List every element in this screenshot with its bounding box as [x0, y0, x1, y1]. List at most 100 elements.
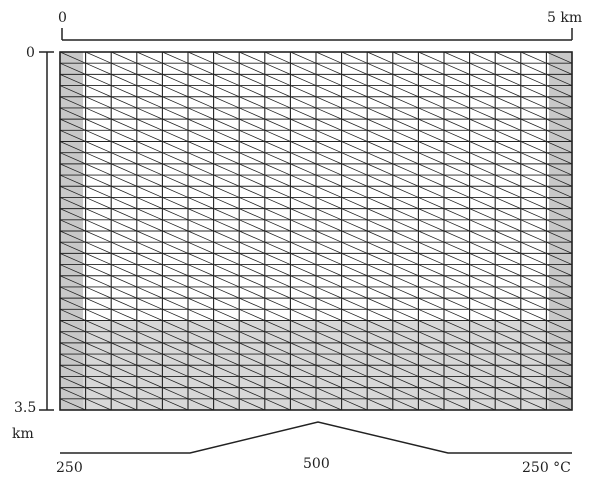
mesh-diagonal — [443, 286, 470, 299]
mesh-diagonal — [213, 342, 240, 355]
mesh-diagonal — [315, 62, 342, 75]
mesh-diagonal — [136, 51, 163, 64]
mesh-diagonal — [290, 342, 317, 355]
mesh-diagonal — [290, 62, 317, 75]
mesh-diagonal — [187, 74, 214, 86]
mesh-diagonal — [520, 118, 547, 131]
depth-axis-unit-label: km — [12, 426, 34, 442]
mesh-diagonal — [264, 51, 291, 64]
mesh-diagonal — [495, 62, 521, 75]
temperature-left-label: 250 — [56, 460, 83, 476]
mesh-diagonal — [213, 118, 240, 131]
mesh-diagonal — [392, 219, 419, 232]
mesh-diagonal — [367, 107, 393, 120]
mesh-diagonal — [443, 152, 470, 165]
mesh-diagonal — [136, 376, 163, 388]
mesh-diagonal — [111, 185, 137, 198]
mesh-diagonal — [495, 230, 521, 243]
mesh-diagonal — [59, 152, 86, 165]
mesh-diagonal — [162, 185, 189, 198]
mesh-diagonal — [520, 387, 547, 400]
mesh-diagonal — [59, 96, 86, 109]
horizontal-scale-bar: 0 5 km — [58, 10, 582, 41]
mesh-diagonal — [341, 197, 368, 209]
mesh-diagonal — [59, 51, 86, 64]
mesh-diagonal — [213, 264, 240, 277]
mesh-diagonal — [546, 152, 573, 165]
mesh-diagonal — [367, 185, 393, 198]
mesh-diagonal — [264, 297, 291, 310]
mesh-diagonal — [239, 253, 265, 265]
mesh-diagonal — [111, 308, 137, 321]
mesh-diagonal — [520, 219, 547, 232]
mesh-diagonal — [418, 51, 445, 64]
mesh-diagonal — [59, 230, 86, 243]
mesh-diagonal — [136, 275, 163, 288]
mesh-diagonal — [495, 241, 521, 254]
mesh-diagonal — [546, 297, 573, 310]
mesh-diagonal — [443, 197, 470, 209]
mesh-diagonal — [367, 286, 393, 299]
mesh-diagonal — [59, 297, 86, 310]
mesh-diagonal — [111, 241, 137, 254]
mesh-diagonal — [443, 241, 470, 254]
mesh-diagonal — [264, 364, 291, 377]
mesh-diagonal — [136, 264, 163, 277]
mesh-diagonal — [520, 297, 547, 310]
mesh-diagonal — [239, 96, 265, 109]
mesh-diagonal — [213, 253, 240, 265]
mesh-diagonal — [162, 286, 189, 299]
mesh-diagonal — [290, 230, 317, 243]
mesh-diagonal — [136, 62, 163, 75]
mesh-diagonal — [341, 286, 368, 299]
mesh-diagonal — [111, 85, 137, 98]
mesh-diagonal — [341, 275, 368, 288]
mesh-diagonal — [520, 129, 547, 142]
mesh-diagonal — [213, 364, 240, 377]
mesh-diagonal — [367, 264, 393, 277]
mesh-diagonal — [418, 107, 445, 120]
mesh-diagonal — [418, 297, 445, 310]
mesh-diagonal — [392, 197, 419, 209]
mesh-diagonal — [392, 264, 419, 277]
mesh-diagonal — [367, 174, 393, 187]
mesh-diagonal — [264, 174, 291, 187]
mesh-diagonal — [85, 219, 112, 232]
mesh-diagonal — [392, 253, 419, 265]
mesh-diagonal — [546, 342, 573, 355]
mesh-diagonal — [392, 174, 419, 187]
mesh-diagonal — [367, 230, 393, 243]
mesh-diagonal — [136, 230, 163, 243]
mesh-diagonal — [315, 364, 342, 377]
mesh-diagonal — [546, 398, 573, 411]
mesh-diagonal — [367, 74, 393, 86]
mesh-diagonal — [187, 297, 214, 310]
mesh-diagonal — [341, 141, 368, 154]
mesh-diagonal — [239, 85, 265, 98]
mesh-diagonal — [264, 219, 291, 232]
mesh-diagonal — [495, 264, 521, 277]
mesh-diagonal — [443, 253, 470, 265]
mesh-diagonal — [418, 308, 445, 321]
mesh-diagonal — [367, 141, 393, 154]
mesh-diagonal — [469, 308, 496, 321]
mesh-diagonal — [59, 398, 86, 411]
mesh-diagonal — [392, 74, 419, 86]
mesh-diagonal — [495, 275, 521, 288]
mesh-diagonal — [239, 398, 265, 411]
mesh-diagonal — [162, 308, 189, 321]
mesh-diagonal — [469, 353, 496, 366]
mesh-diagonal — [315, 96, 342, 109]
mesh-diagonal — [162, 118, 189, 131]
mesh-diagonal — [367, 163, 393, 176]
mesh-diagonal — [162, 297, 189, 310]
mesh-diagonal — [469, 264, 496, 277]
mesh-diagonal — [443, 174, 470, 187]
mesh-diagonal — [546, 275, 573, 288]
mesh-diagonal — [315, 297, 342, 310]
mesh-diagonal — [136, 253, 163, 265]
mesh-diagonal — [264, 320, 291, 333]
mesh-diagonal — [264, 308, 291, 321]
mesh-diagonal — [520, 342, 547, 355]
mesh-diagonal — [111, 387, 137, 400]
